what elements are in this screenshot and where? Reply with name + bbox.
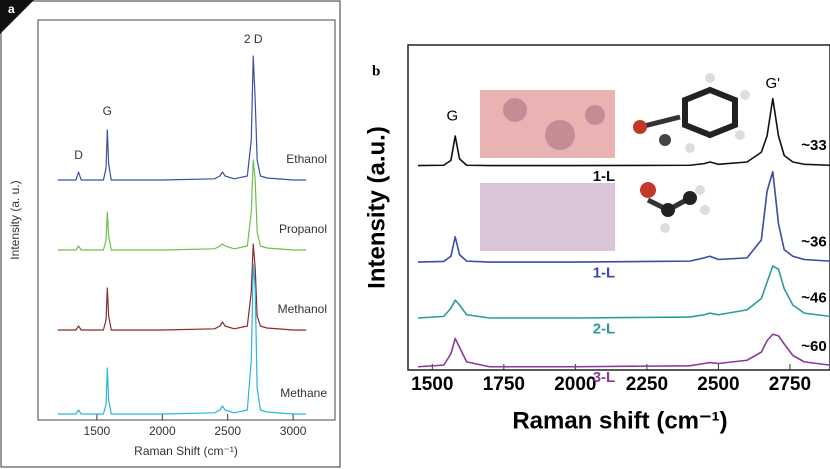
series-label: Propanol — [279, 222, 327, 236]
x-tick-label: 2000 — [554, 374, 596, 395]
series-label: Ethanol — [286, 152, 327, 166]
micrograph — [480, 183, 615, 251]
y-axis-label: Intensity (a.u.) — [363, 126, 390, 289]
series-label: 2-L — [593, 320, 616, 337]
series-label: 1-L — [593, 168, 616, 185]
peak-label: 2 D — [244, 32, 263, 46]
x-tick-label: 1500 — [411, 374, 453, 395]
micrograph-flake — [503, 98, 527, 122]
x-tick-label: 2750 — [769, 374, 811, 395]
y-axis-label: Intensity (a. u.) — [8, 180, 22, 259]
x-axis-label: Raman Shift (cm⁻¹) — [134, 444, 238, 458]
molecule — [633, 73, 750, 233]
panel-b: b 1500 1750 2000 2250 2500 2750 Raman shift (c… — [363, 44, 830, 434]
peak-label: G — [103, 104, 112, 118]
fwhm-label: ~46 — [801, 289, 826, 306]
x-tick-label: 2500 — [697, 374, 739, 395]
x-tick-label: 2500 — [214, 424, 241, 438]
plot-frame — [37, 19, 336, 421]
x-tick-label: 2250 — [626, 374, 668, 395]
panel-a: a 1500 2000 2500 3000 Raman Shift (cm⁻¹) Inte… — [0, 0, 341, 468]
x-tick-label: 2000 — [149, 424, 176, 438]
micrograph-flake — [585, 105, 605, 125]
plot-frame — [407, 44, 830, 371]
spectrum-line — [417, 265, 830, 319]
x-tick-label: 1500 — [84, 424, 111, 438]
fwhm-label: ~36 — [801, 234, 826, 251]
spectrum-line — [57, 55, 307, 181]
spectrum-line — [57, 243, 307, 331]
spectrum-line — [57, 263, 307, 415]
fwhm-label: ~33 — [801, 137, 826, 154]
micrograph-flake — [545, 120, 575, 150]
spectrum-line — [417, 170, 830, 263]
series-label: 3-L — [593, 369, 616, 386]
series-label: 1-L — [593, 264, 616, 281]
fwhm-label: ~60 — [801, 338, 826, 355]
x-tick-label: 1750 — [483, 374, 525, 395]
spectrum-line — [417, 333, 830, 368]
x-tick-label: 3000 — [280, 424, 307, 438]
x-axis-label: Raman shift (cm⁻¹) — [512, 407, 727, 434]
panel-label: b — [372, 63, 380, 79]
peak-label: D — [74, 148, 83, 162]
series-label: Methane — [280, 386, 327, 400]
spectrum-line — [57, 159, 307, 251]
panel-frame — [0, 0, 341, 468]
series-label: Methanol — [278, 302, 327, 316]
panel-label: a — [8, 2, 15, 16]
corner-badge — [0, 0, 34, 34]
peak-label: G — [447, 107, 459, 124]
spectrum-line — [418, 97, 830, 167]
peak-label: G' — [766, 75, 781, 92]
